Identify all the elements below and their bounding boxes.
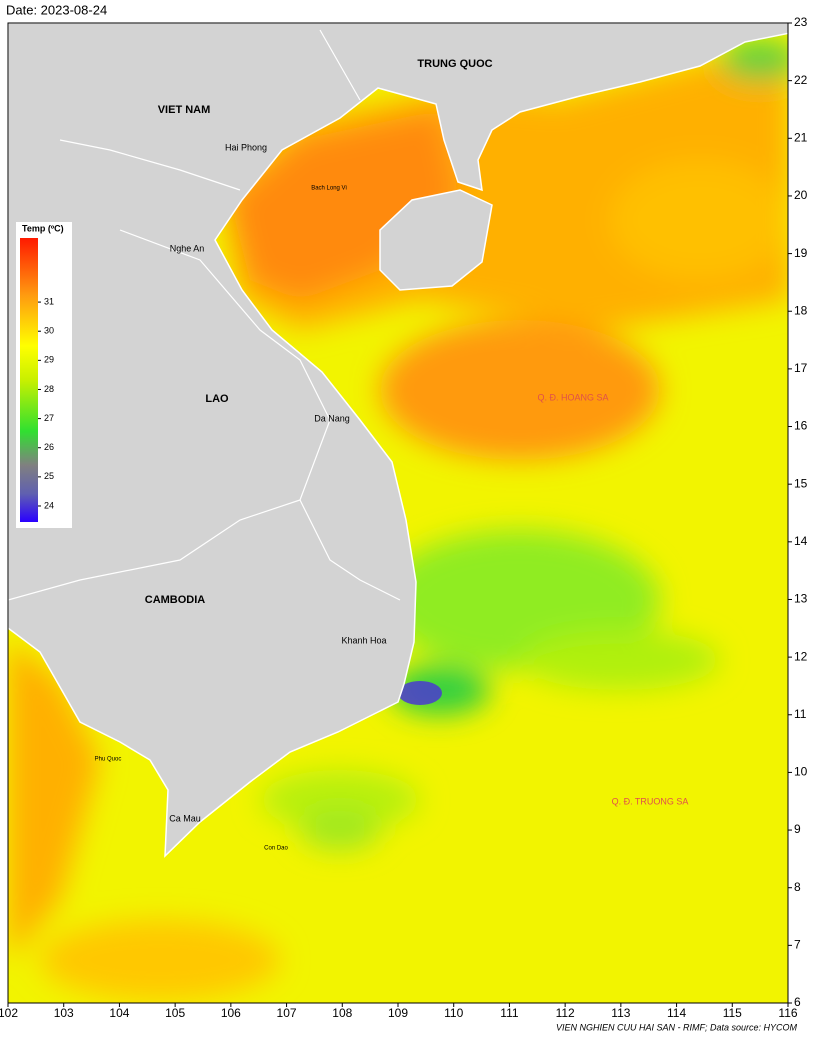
credit: VIEN NGHIEN CUU HAI SAN - RIMF; Data sou… [556,1022,798,1032]
y-tick-label: 18 [794,303,808,317]
colorbar-tick-label: 25 [44,471,54,481]
y-tick-label: 13 [794,592,808,606]
colorbar-tick-label: 31 [44,296,54,306]
x-tick-label: 112 [556,1006,575,1020]
y-tick-label: 7 [794,938,801,952]
borders [8,29,401,601]
x-tick-label: 105 [165,1006,185,1020]
hainan-island [379,189,493,291]
y-tick-label: 15 [794,476,808,490]
y-tick-label: 10 [794,765,808,779]
place-label: Khanh Hoa [341,635,386,645]
y-tick-label: 11 [794,707,807,721]
colorbar-tick-label: 26 [44,442,54,452]
colorbar-tick-label: 30 [44,326,54,336]
colorbar-title: Temp (ºC) [22,223,64,233]
y-tick-label: 23 [794,15,808,29]
x-tick-label: 110 [444,1006,463,1020]
place-label: Da Nang [314,413,350,423]
sea-field [8,23,788,1003]
y-tick-label: 17 [794,361,808,375]
x-tick-label: 116 [778,1006,797,1020]
place-label: Phu Quoc [95,757,122,763]
y-tick-label: 20 [794,188,808,202]
y-tick-label: 12 [794,649,808,663]
colorbar-tick-label: 24 [44,500,54,510]
y-tick-label: 9 [794,822,801,836]
x-tick-label: 106 [221,1006,241,1020]
place-label: Hai Phong [225,142,267,152]
y-tick-label: 19 [794,246,808,260]
x-tick-label: 111 [500,1006,519,1020]
colorbar-tick-label: 27 [44,413,54,423]
x-tick-label: 107 [277,1006,297,1020]
cold-spot [398,681,442,705]
x-tick-label: 108 [332,1006,352,1020]
date-title: Date: 2023-08-24 [6,2,107,17]
y-tick-label: 8 [794,880,801,894]
land [8,23,788,858]
colorbar-tick-label: 28 [44,384,54,394]
place-label: Bach Long Vi [311,186,347,192]
y-tick-label: 16 [794,419,808,433]
y-tick-label: 14 [794,534,808,548]
x-tick-label: 115 [723,1006,742,1020]
place-label: LAO [205,393,229,405]
y-tick-label: 6 [794,995,801,1009]
y-tick-label: 21 [794,130,808,144]
place-label: Con Dao [264,846,288,852]
place-label: VIET NAM [158,104,211,116]
x-tick-label: 109 [388,1006,408,1020]
x-tick-label: 113 [611,1006,630,1020]
place-label: Q. Đ. TRUONG SA [612,796,689,806]
colorbar [20,238,38,522]
place-label: CAMBODIA [145,594,206,606]
place-label: TRUNG QUOC [417,58,492,70]
x-tick-label: 104 [109,1006,129,1020]
place-label: Nghe An [170,243,205,253]
colorbar-tick-label: 29 [44,355,54,365]
x-tick-label: 102 [0,1006,18,1020]
y-tick-label: 22 [794,73,808,87]
x-tick-label: 103 [54,1006,74,1020]
x-tick-label: 114 [667,1006,686,1020]
place-label: Ca Mau [169,813,201,823]
place-label: Q. Đ. HOANG SA [537,392,608,402]
